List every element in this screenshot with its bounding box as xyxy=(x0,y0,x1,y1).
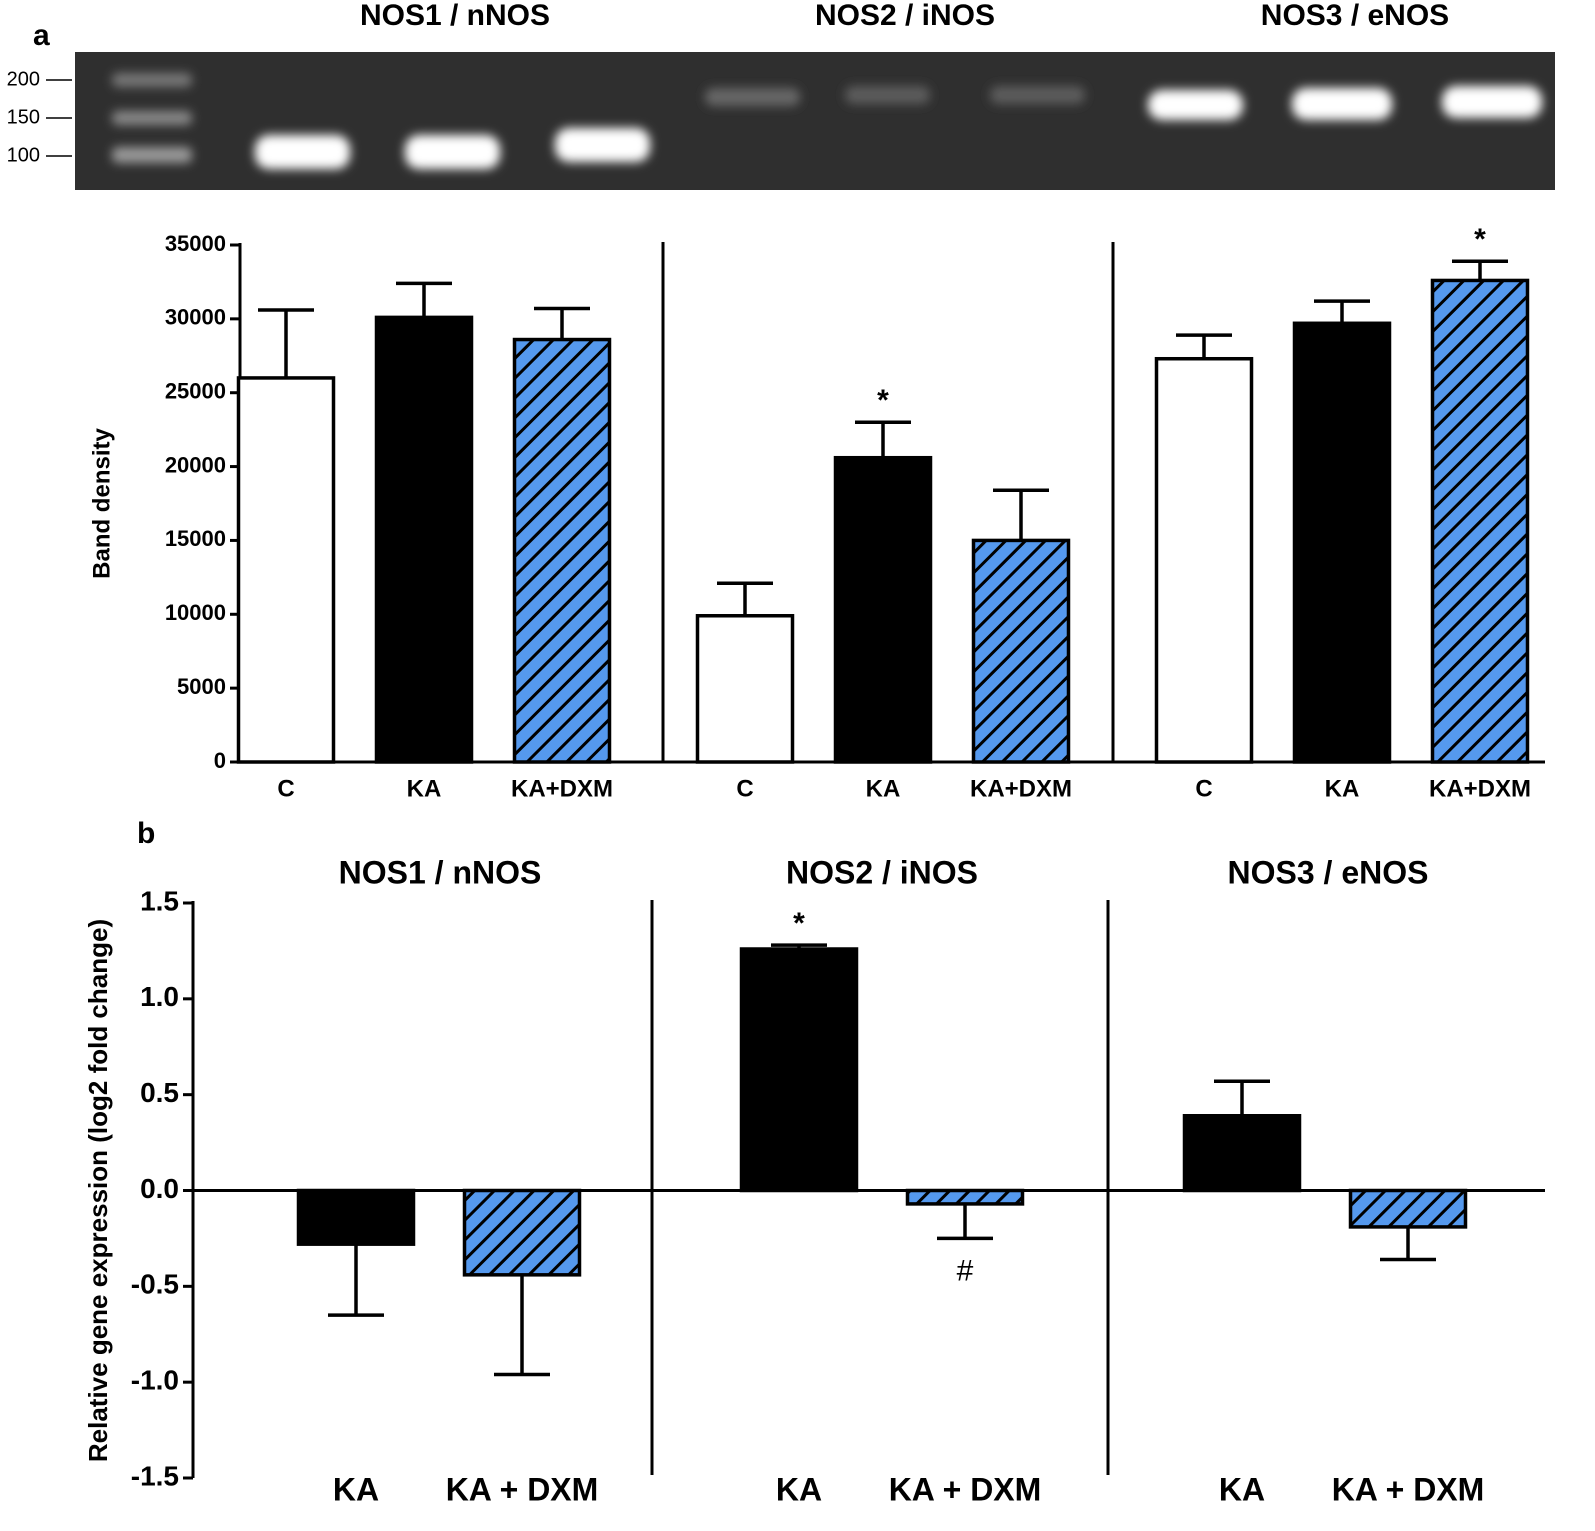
y-tick-label: 25000 xyxy=(165,379,226,404)
bar xyxy=(374,315,474,764)
gel-image xyxy=(75,52,1555,190)
x-tick-label: KA + DXM xyxy=(446,1471,599,1507)
bar xyxy=(236,376,336,764)
y-tick-label: 0.5 xyxy=(140,1077,179,1108)
significance-marker: * xyxy=(877,384,889,417)
x-tick-label: C xyxy=(736,775,753,802)
y-tick-label: 10000 xyxy=(165,600,226,625)
bar xyxy=(462,1188,582,1277)
bar xyxy=(739,947,859,1193)
x-tick-label: C xyxy=(1195,775,1212,802)
ladder-label: 200 xyxy=(7,68,40,90)
panel-label: a xyxy=(33,19,50,52)
bar xyxy=(1430,278,1530,764)
y-tick-label: 5000 xyxy=(177,674,226,699)
group-title: NOS3 / eNOS xyxy=(1228,854,1429,890)
bar xyxy=(1348,1188,1468,1229)
x-tick-label: KA+DXM xyxy=(511,775,613,802)
y-tick-label: 1.5 xyxy=(140,885,179,916)
x-tick-label: KA xyxy=(866,775,901,802)
x-tick-label: KA xyxy=(407,775,442,802)
y-tick-label: -0.5 xyxy=(131,1269,179,1300)
y-tick-label: 15000 xyxy=(165,526,226,551)
panel-label: b xyxy=(137,817,155,850)
gel-title: NOS3 / eNOS xyxy=(1261,0,1449,32)
y-tick-label: 30000 xyxy=(165,305,226,330)
group-title: NOS1 / nNOS xyxy=(339,854,542,890)
y-axis-label: Relative gene expression (log2 fold chan… xyxy=(83,919,113,1462)
bar xyxy=(1154,356,1254,764)
x-tick-label: KA xyxy=(1219,1471,1265,1507)
gel-title: NOS2 / iNOS xyxy=(815,0,995,32)
y-tick-label: 35000 xyxy=(165,231,226,256)
significance-marker: * xyxy=(1474,223,1486,256)
y-axis-label: Band density xyxy=(88,428,115,579)
ladder-label: 150 xyxy=(7,106,40,128)
y-tick-label: -1.0 xyxy=(131,1365,179,1396)
bar xyxy=(971,538,1071,764)
bar xyxy=(296,1188,416,1246)
group-title: NOS2 / iNOS xyxy=(786,854,978,890)
y-tick-label: 0.0 xyxy=(140,1173,179,1204)
ladder-label: 100 xyxy=(7,144,40,166)
bar xyxy=(905,1188,1025,1206)
y-tick-label: 1.0 xyxy=(140,981,179,1012)
bar xyxy=(512,337,612,764)
x-tick-label: KA+DXM xyxy=(1429,775,1531,802)
x-tick-label: KA xyxy=(1325,775,1360,802)
bar xyxy=(1182,1114,1302,1193)
significance-marker: * xyxy=(793,907,805,940)
x-tick-label: KA xyxy=(333,1471,379,1507)
y-tick-label: 0 xyxy=(214,748,226,773)
bar xyxy=(1292,321,1392,764)
x-tick-label: KA xyxy=(776,1471,822,1507)
x-tick-label: KA + DXM xyxy=(1332,1471,1485,1507)
bar xyxy=(833,455,933,764)
significance-marker: # xyxy=(957,1254,974,1287)
y-tick-label: 20000 xyxy=(165,452,226,477)
x-tick-label: KA + DXM xyxy=(889,1471,1042,1507)
x-tick-label: KA+DXM xyxy=(970,775,1072,802)
y-tick-label: -1.5 xyxy=(131,1460,179,1491)
x-tick-label: C xyxy=(277,775,294,802)
bar xyxy=(695,614,795,764)
gel-title: NOS1 / nNOS xyxy=(360,0,550,32)
